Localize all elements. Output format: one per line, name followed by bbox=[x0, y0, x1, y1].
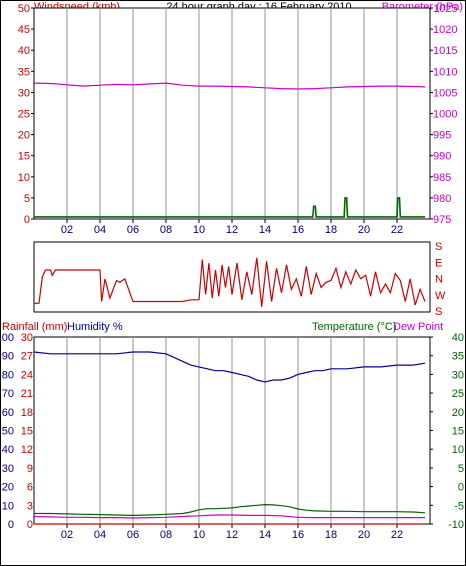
humidity-tick-label: 70 bbox=[2, 388, 14, 400]
barometer-tick-label: 995 bbox=[433, 130, 451, 142]
humidity-tick-label: 100 bbox=[0, 332, 14, 344]
barometer-tick-label: 1025 bbox=[433, 3, 457, 15]
dewpoint-line bbox=[33, 514, 425, 519]
wind-baro-xtick-label: 02 bbox=[61, 224, 73, 236]
rainfall-tick-label: 27 bbox=[21, 351, 33, 363]
barometer-tick-label: 975 bbox=[433, 214, 451, 226]
humidity-tick-label: 50 bbox=[2, 426, 14, 438]
rainfall-tick-label: 18 bbox=[21, 407, 33, 419]
temperature-tick-label: 25 bbox=[452, 388, 464, 400]
barometer-tick-label: 1010 bbox=[433, 66, 457, 78]
temperature-tick-label: 5 bbox=[458, 463, 464, 475]
barometer-tick-label: 980 bbox=[433, 193, 451, 205]
temperature-tick-label: 20 bbox=[452, 407, 464, 419]
temperature-tick-label: 0 bbox=[458, 482, 464, 494]
barometer-tick-label: 990 bbox=[433, 151, 451, 163]
barometer-tick-label: 1000 bbox=[433, 109, 457, 121]
windspeed-tick-label: 35 bbox=[18, 66, 30, 78]
temperature-tick-label: 15 bbox=[452, 426, 464, 438]
humidity-tick-label: 0 bbox=[8, 519, 14, 531]
humidity-line bbox=[33, 351, 426, 383]
barometer-tick-label: 1005 bbox=[433, 87, 457, 99]
humidity-tick-label: 10 bbox=[2, 500, 14, 512]
barometer-tick-label: 1015 bbox=[433, 45, 457, 57]
windspeed-tick-label: 50 bbox=[18, 3, 30, 15]
dewpoint-axis-label: Dew Point bbox=[393, 321, 443, 333]
rain-humidity-temp-xtick-label: 10 bbox=[193, 529, 205, 541]
temperature-tick-label: -10 bbox=[448, 519, 464, 531]
direction-label: W bbox=[435, 290, 446, 302]
wind-baro-xtick-label: 20 bbox=[358, 224, 370, 236]
direction-label: S bbox=[435, 306, 442, 318]
rainfall-tick-label: 24 bbox=[21, 369, 33, 381]
rainfall-axis-label: Rainfall (mm) bbox=[2, 321, 67, 333]
rain-humidity-temp-xtick-label: 18 bbox=[325, 529, 337, 541]
humidity-tick-label: 40 bbox=[2, 444, 14, 456]
humidity-tick-label: 30 bbox=[2, 463, 14, 475]
rainfall-tick-label: 30 bbox=[21, 332, 33, 344]
barometer-line bbox=[33, 82, 426, 90]
chart-layer: 0510152025303540455097598098599099510001… bbox=[0, 3, 464, 541]
temperature-line bbox=[34, 503, 426, 517]
rain-humidity-temp-xtick-label: 14 bbox=[259, 529, 271, 541]
windspeed-tick-label: 20 bbox=[18, 130, 30, 142]
wind-direction-line bbox=[34, 257, 426, 307]
humidity-tick-label: 60 bbox=[2, 407, 14, 419]
wind-baro-xtick-label: 14 bbox=[259, 224, 271, 236]
windspeed-tick-label: 10 bbox=[18, 172, 30, 184]
wind-baro-xtick-label: 22 bbox=[391, 224, 403, 236]
windspeed-line bbox=[34, 197, 425, 218]
humidity-tick-label: 90 bbox=[2, 351, 14, 363]
rain-humidity-temp-xtick-label: 04 bbox=[94, 529, 106, 541]
temperature-tick-label: 30 bbox=[452, 369, 464, 381]
temperature-axis-label: Temperature (°C) bbox=[312, 321, 396, 333]
windspeed-tick-label: 0 bbox=[24, 214, 30, 226]
rain-humidity-temp-xtick-label: 20 bbox=[358, 529, 370, 541]
windspeed-tick-label: 15 bbox=[18, 151, 30, 163]
rainfall-tick-label: 12 bbox=[21, 444, 33, 456]
barometer-tick-label: 1020 bbox=[433, 24, 457, 36]
wind-baro-xtick-label: 16 bbox=[292, 224, 304, 236]
windspeed-tick-label: 40 bbox=[18, 45, 30, 57]
windspeed-tick-label: 45 bbox=[18, 24, 30, 36]
wind-baro-xtick-label: 06 bbox=[127, 224, 139, 236]
wind-baro-xtick-label: 18 bbox=[325, 224, 337, 236]
rainfall-tick-label: 0 bbox=[27, 519, 33, 531]
humidity-tick-label: 20 bbox=[2, 482, 14, 494]
rainfall-tick-label: 3 bbox=[27, 500, 33, 512]
rain-humidity-temp-xtick-label: 06 bbox=[127, 529, 139, 541]
direction-label: E bbox=[435, 257, 442, 269]
rainfall-tick-label: 6 bbox=[27, 482, 33, 494]
rainfall-tick-label: 21 bbox=[21, 388, 33, 400]
barometer-tick-label: 985 bbox=[433, 172, 451, 184]
wind-direction-panel bbox=[33, 241, 431, 313]
rain-humidity-temp-xtick-label: 12 bbox=[226, 529, 238, 541]
rainfall-tick-label: 15 bbox=[21, 426, 33, 438]
wind-baro-xtick-label: 04 bbox=[94, 224, 106, 236]
rain-humidity-temp-xtick-label: 16 bbox=[292, 529, 304, 541]
direction-label: N bbox=[435, 274, 443, 286]
temperature-tick-label: 35 bbox=[452, 351, 464, 363]
temperature-tick-label: -5 bbox=[454, 500, 464, 512]
humidity-axis-label: Humidity % bbox=[67, 321, 123, 333]
rain-humidity-temp-xtick-label: 22 bbox=[391, 529, 403, 541]
humidity-tick-label: 80 bbox=[2, 369, 14, 381]
wind-baro-xtick-label: 08 bbox=[160, 224, 172, 236]
rainfall-tick-label: 9 bbox=[27, 463, 33, 475]
direction-label: S bbox=[435, 241, 442, 253]
windspeed-tick-label: 30 bbox=[18, 87, 30, 99]
windspeed-tick-label: 5 bbox=[24, 193, 30, 205]
windspeed-tick-label: 25 bbox=[18, 109, 30, 121]
wind-baro-xtick-label: 12 bbox=[226, 224, 238, 236]
wind-baro-xtick-label: 10 bbox=[193, 224, 205, 236]
rain-humidity-temp-xtick-label: 02 bbox=[61, 529, 73, 541]
rain-humidity-temp-xtick-label: 08 bbox=[160, 529, 172, 541]
temperature-tick-label: 40 bbox=[452, 332, 464, 344]
temperature-tick-label: 10 bbox=[452, 444, 464, 456]
